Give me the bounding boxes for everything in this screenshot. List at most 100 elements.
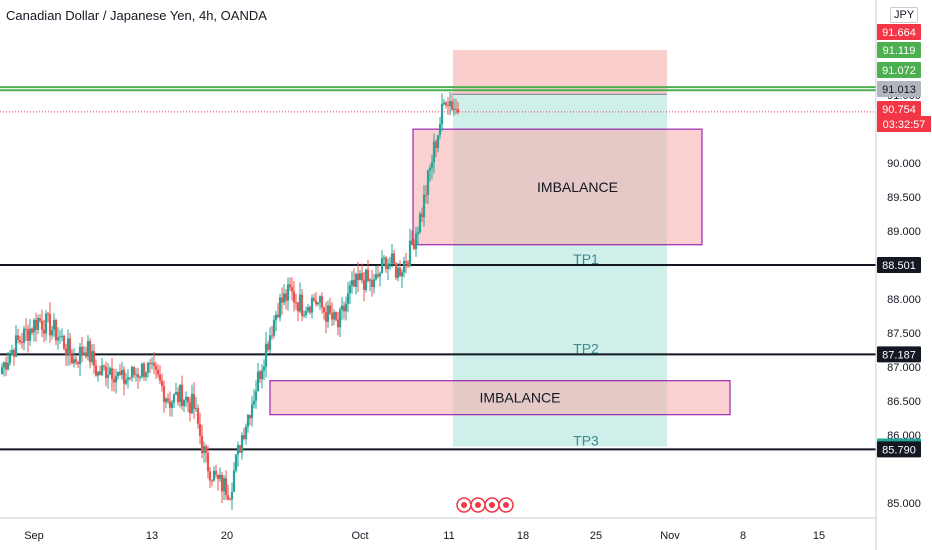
y-tick-label: 88.000 (887, 294, 921, 306)
candle (416, 226, 420, 246)
candle (406, 260, 410, 269)
candle (346, 282, 350, 313)
candle (108, 366, 112, 375)
x-tick-label: Oct (351, 530, 368, 542)
candle (272, 315, 276, 339)
candle (44, 310, 48, 341)
candle (438, 117, 442, 140)
candle (364, 268, 368, 293)
price-tag-label: 91.664 (882, 27, 916, 39)
candle (88, 338, 92, 369)
y-tick-label: 85.000 (887, 498, 921, 510)
price-tag-label: 90.754 (882, 104, 916, 116)
candle (16, 328, 20, 344)
candle (384, 256, 388, 273)
event-icon (498, 497, 514, 513)
candle (200, 425, 204, 459)
candle (130, 365, 134, 382)
candle (262, 359, 266, 380)
event-icons[interactable] (456, 497, 514, 513)
candle (170, 400, 174, 417)
candle (392, 249, 396, 266)
x-tick-label: 18 (517, 530, 529, 542)
candle (72, 348, 76, 368)
candle (32, 318, 36, 342)
candle (124, 372, 128, 386)
candle (344, 296, 348, 321)
x-axis-bg (0, 518, 932, 550)
candle (228, 497, 232, 501)
candle (24, 317, 28, 341)
event-icon (470, 497, 486, 513)
candle (306, 304, 310, 314)
currency-badge[interactable]: JPY (890, 7, 919, 23)
candle (68, 333, 72, 366)
candle (372, 273, 376, 294)
candle (446, 97, 450, 115)
candle (78, 342, 82, 376)
candle (282, 284, 286, 306)
candle (160, 373, 164, 392)
candle (432, 133, 436, 174)
candle (212, 466, 216, 482)
candle (422, 185, 426, 227)
candle (434, 139, 438, 158)
candle (168, 391, 172, 417)
countdown-label: 03:32:57 (883, 119, 926, 131)
candle (358, 269, 362, 281)
candle (154, 361, 158, 379)
candle (252, 389, 256, 409)
candle (250, 395, 254, 427)
label-layer: IMBALANCE IMBALANCE TP1 TP2 TP3 (480, 179, 618, 449)
candle (12, 348, 16, 366)
x-tick-label: Nov (660, 530, 680, 542)
imbalance-label: IMBALANCE (480, 390, 561, 406)
candle (238, 444, 242, 453)
candle (54, 318, 58, 346)
candle (454, 99, 458, 115)
candle (110, 357, 114, 392)
candle (66, 329, 70, 366)
candle (242, 427, 246, 441)
candle (58, 329, 62, 344)
candle (324, 302, 328, 334)
imbalance-zone (412, 128, 703, 246)
candle (456, 102, 460, 115)
candle (326, 300, 330, 328)
candle (246, 413, 250, 433)
chart-title: Canadian Dollar / Japanese Yen, 4h, OAND… (6, 8, 267, 23)
candle (304, 306, 308, 319)
candle (196, 404, 200, 429)
candle (162, 380, 166, 413)
candle-layer (0, 91, 460, 511)
candle (166, 393, 170, 404)
candle (140, 362, 144, 379)
candle (360, 263, 364, 284)
candle (208, 467, 212, 489)
candle (22, 325, 26, 351)
candle (412, 239, 416, 251)
candle (332, 309, 336, 326)
candle (234, 454, 238, 473)
candle (122, 366, 126, 396)
candle (148, 359, 152, 374)
candle (172, 393, 176, 409)
candle (20, 333, 24, 349)
countdown-tag: 03:32:57 (877, 116, 931, 132)
candle (444, 100, 448, 109)
candle (316, 301, 320, 307)
candle (348, 280, 352, 304)
candle (442, 99, 446, 106)
candle (156, 364, 160, 378)
candle (38, 314, 42, 323)
candle (232, 462, 236, 492)
candle (198, 412, 202, 445)
candle (330, 302, 334, 327)
candle (74, 356, 78, 366)
candle (368, 278, 372, 292)
price-tag: 91.013 (877, 81, 921, 97)
candle (8, 349, 12, 366)
candle (390, 244, 394, 268)
